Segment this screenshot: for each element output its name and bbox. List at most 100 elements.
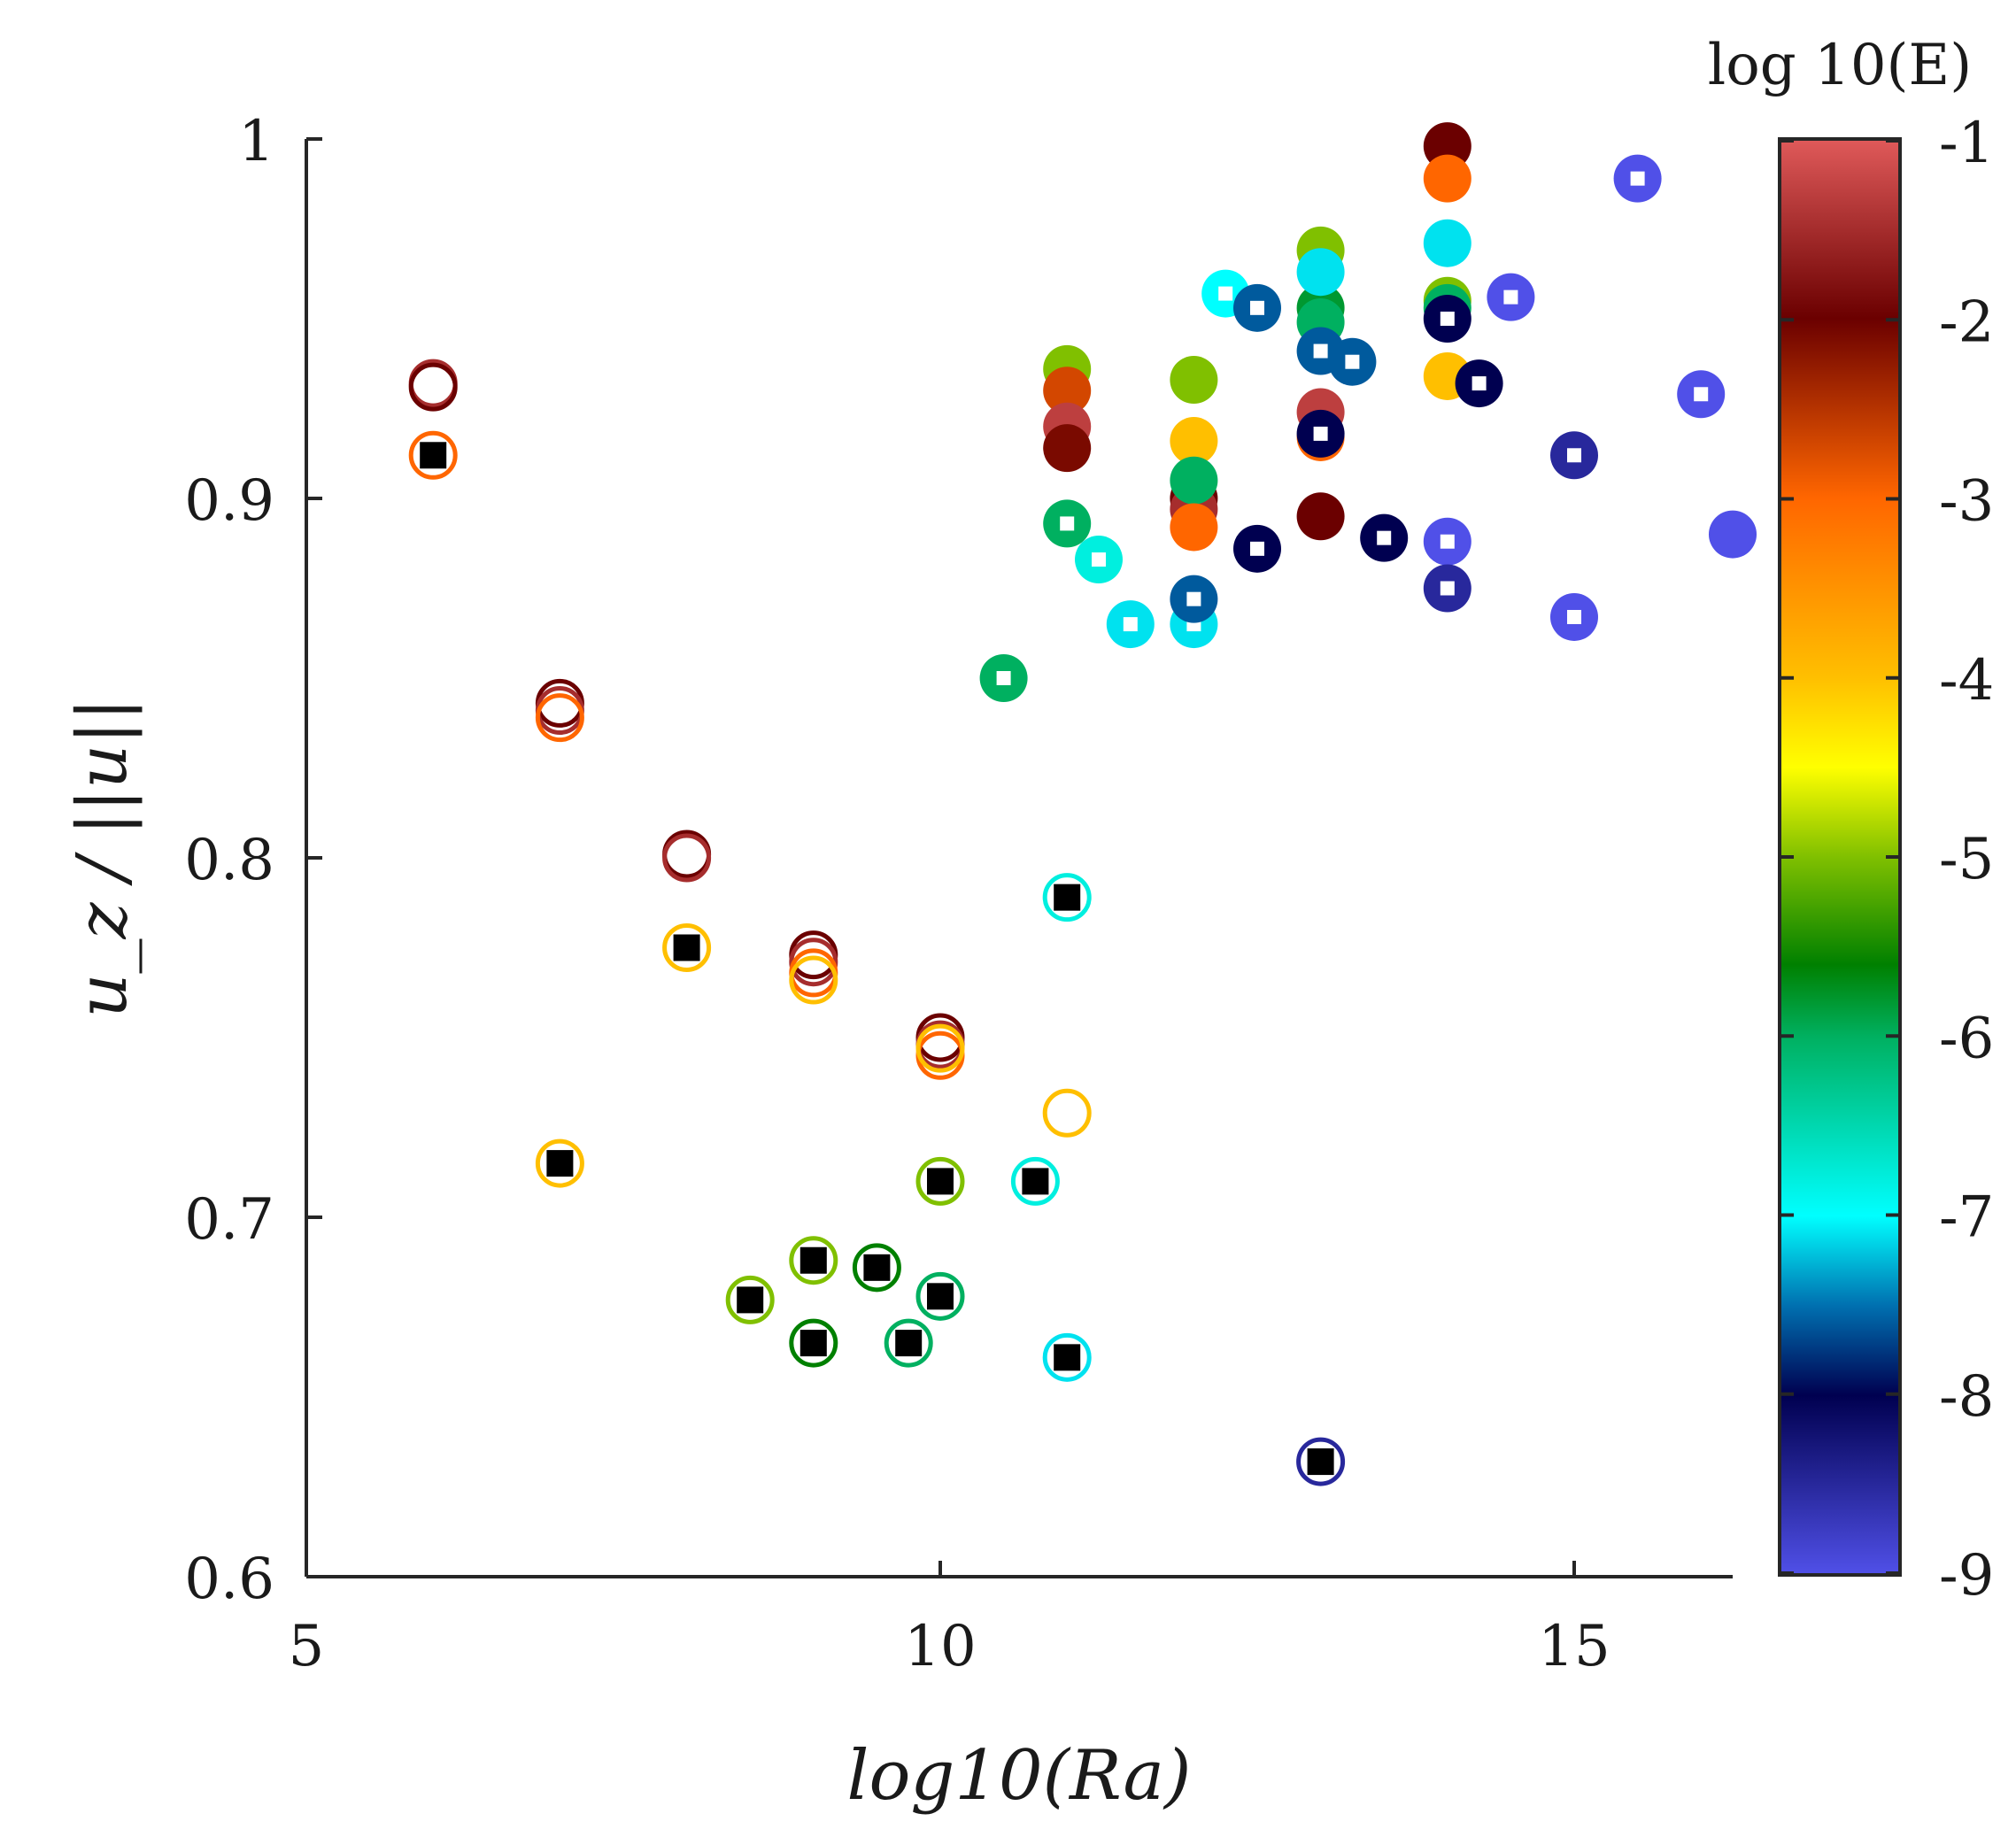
point-inner-square	[1054, 1344, 1081, 1371]
data-point	[408, 359, 458, 408]
point-marker	[789, 955, 838, 1005]
point-inner-square	[1567, 609, 1581, 624]
y-axis-title: u_z / ||u||	[63, 698, 143, 1018]
point-inner-square	[673, 934, 700, 961]
data-point	[1075, 536, 1123, 584]
point-inner-square	[927, 1283, 954, 1310]
point-inner-square	[1567, 448, 1581, 463]
data-point	[1106, 600, 1155, 649]
point-inner-square	[1345, 354, 1360, 369]
point-inner-square	[863, 1254, 891, 1281]
data-point	[1550, 431, 1598, 480]
point-inner-square	[1250, 300, 1264, 315]
point-inner-square	[1054, 884, 1081, 911]
point-marker	[915, 1156, 965, 1206]
data-point	[408, 430, 458, 480]
point-inner-square	[1503, 289, 1518, 305]
point-marker	[1010, 1156, 1060, 1206]
point-marker	[1043, 367, 1092, 415]
point-inner-square	[1471, 376, 1487, 391]
data-point	[1042, 1332, 1092, 1382]
data-point	[1170, 575, 1218, 623]
point-marker	[408, 430, 458, 480]
point-marker	[662, 833, 712, 883]
point-inner-square	[1092, 552, 1106, 567]
colorbar-tick-label: -3	[1939, 469, 1994, 535]
colorbar-tick-label: -8	[1939, 1364, 1994, 1430]
data-point	[1613, 154, 1662, 203]
point-marker	[915, 1271, 965, 1321]
point-inner-square	[1377, 530, 1392, 545]
point-marker	[1042, 1088, 1092, 1138]
data-points	[408, 122, 1757, 1486]
point-marker	[408, 359, 458, 408]
point-marker	[1170, 503, 1218, 552]
data-point	[1360, 513, 1409, 562]
colorbar-ticks: -1 -2 -3 -4 -5 -6 -7 -8 -9	[1780, 111, 1994, 1609]
point-inner-square	[1313, 343, 1328, 359]
data-point	[535, 1138, 584, 1188]
data-point	[662, 833, 712, 883]
data-point	[1296, 492, 1345, 541]
data-point	[1170, 356, 1218, 405]
data-point	[915, 1271, 965, 1321]
point-marker	[725, 1275, 775, 1324]
point-marker	[1170, 456, 1218, 505]
point-marker	[1296, 492, 1345, 541]
point-inner-square	[1440, 581, 1455, 596]
data-point	[789, 938, 838, 987]
y-tick-label: 0.7	[184, 1187, 274, 1253]
point-inner-square	[1440, 534, 1455, 549]
point-marker	[789, 938, 838, 987]
y-tick-label: 1	[238, 109, 274, 174]
point-marker	[852, 1243, 901, 1293]
data-point	[1423, 517, 1471, 566]
data-point	[662, 923, 712, 972]
point-inner-square	[996, 671, 1011, 685]
point-inner-square	[799, 1246, 827, 1274]
data-point	[915, 1156, 965, 1206]
point-marker	[1042, 1332, 1092, 1382]
point-inner-square	[1307, 1448, 1334, 1476]
colorbar: log 10(E) -1 -2 -3 -4 -5 -6 -7 -8 -9	[1708, 33, 1995, 1609]
point-marker	[1170, 417, 1218, 466]
data-point	[1042, 873, 1092, 922]
data-point	[1423, 154, 1471, 203]
data-point	[979, 654, 1028, 702]
data-point	[1709, 510, 1757, 559]
point-inner-square	[1218, 286, 1233, 301]
colorbar-tick-label: -6	[1939, 1006, 1994, 1071]
data-point	[1677, 370, 1726, 419]
point-marker	[662, 830, 712, 879]
point-marker	[789, 1236, 838, 1285]
data-point	[1042, 1088, 1092, 1138]
data-point	[1043, 499, 1092, 548]
y-tick-label: 0.6	[184, 1547, 274, 1612]
point-inner-square	[1440, 312, 1455, 326]
point-inner-square	[927, 1168, 954, 1195]
data-point	[1296, 1437, 1346, 1486]
point-inner-square	[1186, 591, 1201, 606]
data-point	[789, 1236, 838, 1285]
colorbar-tick-label: -7	[1939, 1185, 1994, 1251]
colorbar-bar	[1778, 137, 1902, 1577]
point-inner-square	[546, 1150, 574, 1177]
data-point	[1487, 273, 1535, 321]
point-inner-square	[1250, 541, 1264, 556]
data-point	[1170, 417, 1218, 466]
data-point	[884, 1318, 933, 1368]
point-marker	[1423, 219, 1471, 267]
x-tick-label: 10	[904, 1614, 976, 1679]
point-marker	[1296, 1437, 1346, 1486]
point-inner-square	[1694, 387, 1709, 402]
data-point	[535, 693, 584, 743]
point-marker	[884, 1318, 933, 1368]
data-point	[1233, 524, 1281, 573]
data-point	[1423, 564, 1471, 613]
data-point	[789, 1318, 838, 1368]
colorbar-tick-label: -2	[1939, 289, 1994, 355]
point-inner-square	[1313, 426, 1328, 441]
plot-area	[305, 139, 1733, 1578]
point-marker	[1296, 248, 1345, 297]
